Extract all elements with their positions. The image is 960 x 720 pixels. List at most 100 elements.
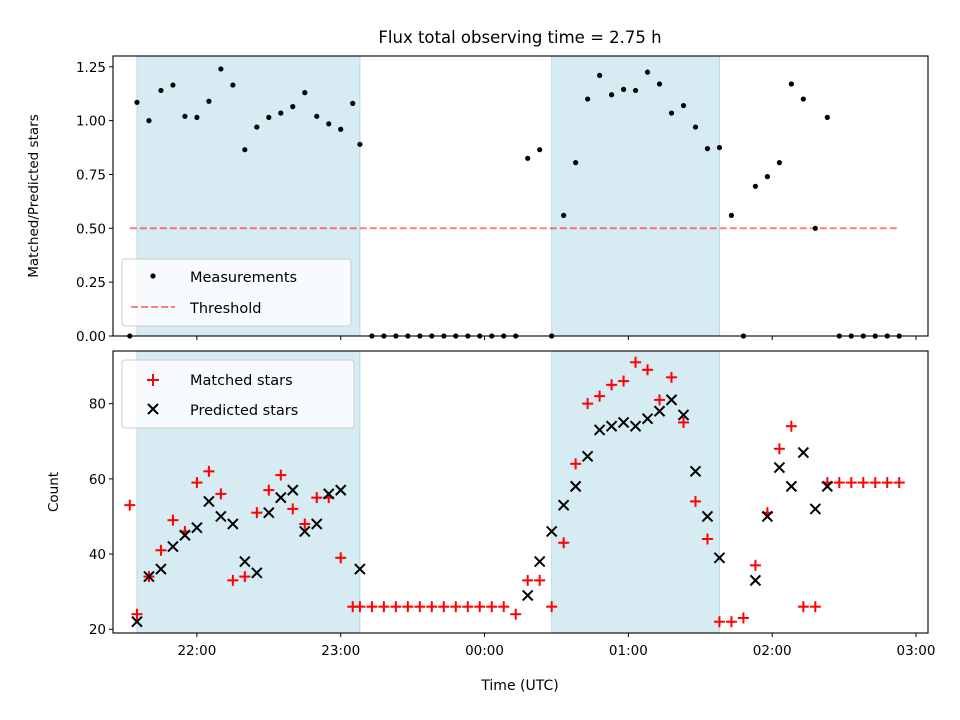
matched-star-point [881,477,893,489]
bottom-data-layer [124,356,905,628]
predicted-star-point [785,480,798,493]
matched-star-point [654,394,666,406]
matched-star-point [785,420,797,432]
predicted-star-point [179,529,191,541]
matched-star-point [474,601,486,613]
predicted-star-point [761,510,774,523]
measurement-point [656,81,663,87]
measurement-point [218,66,224,72]
measurement-point [350,100,356,106]
measurement-point [800,96,806,102]
measurement-point [134,99,140,105]
matched-star-point [713,616,725,628]
measurement-point [170,82,176,88]
predicted-star-point [263,506,275,519]
matched-star-point [378,601,390,613]
predicted-star-point [593,424,606,436]
predicted-star-point [239,555,251,568]
measurement-point [776,160,782,166]
measurement-point [326,121,332,127]
measurement-point [752,183,759,189]
matched-star-point [510,608,522,620]
measurement-point [620,86,627,92]
predicted-star-point [677,409,690,421]
matched-star-point [366,601,378,613]
predicted-star-point [275,491,287,504]
measurement-point [716,144,723,151]
bottom-y-axis: 20 40 60 80 [89,397,113,638]
predicted-star-point [809,503,822,515]
predicted-star-point [773,461,786,474]
measurement-point [632,87,639,94]
predicted-star-point [557,499,570,511]
predicted-star-point [617,416,630,429]
matched-star-point [124,499,136,511]
top-legend-box [121,258,352,327]
matched-star-point [131,608,143,620]
predicted-star-point [215,510,227,523]
measurement-point [525,155,531,161]
top-y-axis: 0.00 0.25 0.50 0.75 1.00 1.25 [76,60,113,345]
predicted-star-point [569,480,582,493]
predicted-star-point [521,589,534,602]
matched-star-point [857,477,869,489]
measurement-point [338,126,344,132]
top-legend: Measurements Threshold [121,258,352,327]
measurement-point [182,113,188,119]
matched-star-point [546,601,558,613]
shaded-interval-top-2 [551,55,720,337]
shaded-interval-bottom-2 [551,350,720,634]
top-plot-frame [112,55,929,337]
matched-star-point [809,601,821,613]
x-tick-label: 01:00 [609,643,648,659]
measurement-point [314,113,320,119]
matched-star-point [354,601,366,613]
matched-star-point [462,601,474,613]
measurement-point [561,212,567,218]
measurement-point [728,212,735,218]
measurement-point [146,118,152,124]
measurement-point [692,124,699,130]
matched-star-point [311,492,323,504]
matched-star-point [275,469,287,481]
measurement-point [573,160,579,166]
measurement-point [242,147,248,153]
matched-star-point [797,601,809,613]
figure-title: Flux total observing time = 2.75 h [378,28,661,47]
matched-star-point [893,477,905,489]
matched-star-point [299,518,311,530]
predicted-star-point [191,522,203,534]
x-tick-label: 22:00 [177,643,216,659]
measurement-point [290,104,296,110]
predicted-star-point [581,450,594,462]
matched-star-point [335,552,347,564]
matched-star-point [486,601,498,613]
predicted-star-point [713,552,726,564]
x-tick-label: 23:00 [321,643,360,659]
legend-threshold-label: Threshold [189,301,261,317]
y-tick-label: 20 [89,622,106,638]
predicted-star-point [335,484,347,496]
matched-star-point [287,503,299,515]
predicted-star-point [689,465,702,478]
matched-star-point [402,601,414,613]
x-axis-label: Time (UTC) [480,678,558,694]
predicted-star-point [797,446,810,459]
matched-star-point [438,601,450,613]
matched-star-point [167,514,179,526]
y-tick-label: 80 [89,397,106,413]
matched-star-point [594,390,606,402]
matched-star-point [666,371,678,383]
predicted-star-point [251,567,263,579]
y-tick-label: 0.25 [76,275,106,291]
measurement-point [206,98,212,104]
measurement-point [764,174,770,180]
matched-star-point [833,477,845,489]
predicted-star-point [749,574,762,587]
predicted-star-point [287,484,299,496]
legend-predicted-marker [147,403,159,415]
matched-star-point [239,571,251,583]
predicted-star-point [701,510,714,523]
top-data-layer [127,66,902,339]
